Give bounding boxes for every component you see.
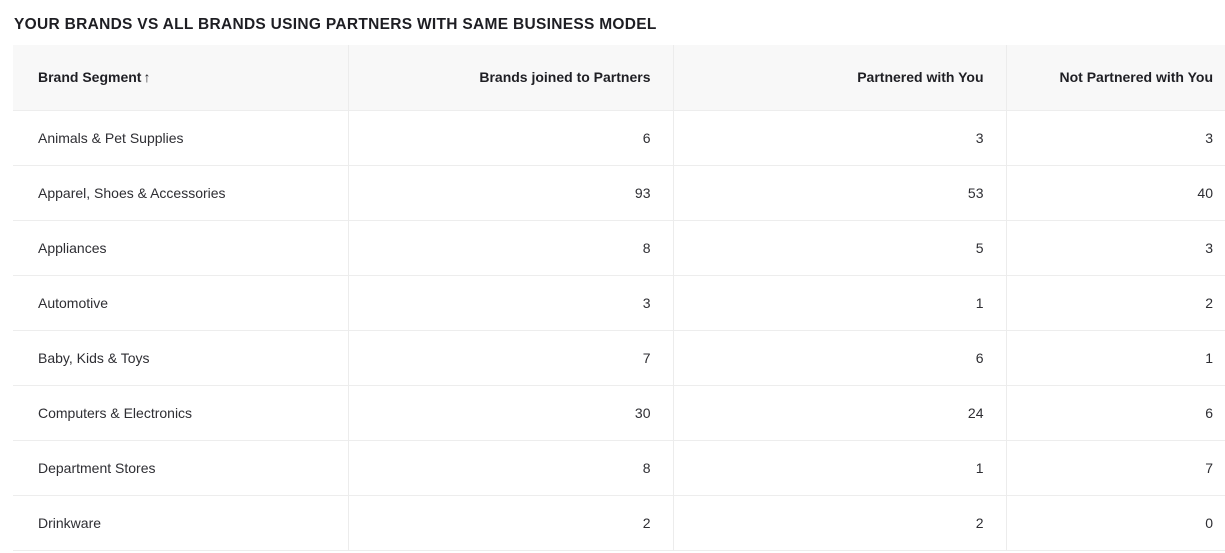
not-partnered-cell: 2 [1005, 274, 1225, 330]
table-row: Department Stores 8 1 7 [13, 439, 1225, 495]
header-row: Brand Segment ↑ Brands joined to Partners… [13, 45, 1225, 110]
segment-cell: Drinkware [13, 494, 348, 550]
not-partnered-cell: 6 [1005, 384, 1225, 440]
brands-joined-cell: 93 [347, 164, 673, 220]
table-row: Automotive 3 1 2 [13, 274, 1225, 330]
table-row: Drinkware 2 2 0 [13, 494, 1225, 550]
segment-cell: Apparel, Shoes & Accessories [13, 164, 348, 220]
not-partnered-cell: 40 [1005, 164, 1225, 220]
column-header-partnered-with-you[interactable]: Partnered with You [672, 45, 1006, 110]
table-header: Brand Segment ↑ Brands joined to Partners… [13, 45, 1225, 110]
column-header-brand-segment[interactable]: Brand Segment ↑ [13, 45, 348, 110]
not-partnered-cell: 1 [1005, 329, 1225, 385]
not-partnered-cell: 3 [1005, 219, 1225, 275]
not-partnered-cell: 7 [1005, 439, 1225, 495]
partnered-cell: 5 [672, 219, 1006, 275]
brands-joined-cell: 8 [347, 219, 673, 275]
column-label: Partnered with You [857, 69, 984, 86]
brands-joined-cell: 2 [347, 494, 673, 550]
not-partnered-cell: 3 [1005, 109, 1225, 165]
partnered-cell: 53 [672, 164, 1006, 220]
partnered-cell: 2 [672, 494, 1006, 550]
column-label: Brand Segment [38, 69, 142, 86]
column-header-brands-joined[interactable]: Brands joined to Partners [347, 45, 673, 110]
brands-joined-cell: 6 [347, 109, 673, 165]
column-label: Brands joined to Partners [479, 69, 651, 86]
table-row: Animals & Pet Supplies 6 3 3 [13, 109, 1225, 165]
partnered-cell: 1 [672, 274, 1006, 330]
not-partnered-cell: 0 [1005, 494, 1225, 550]
segment-cell: Baby, Kids & Toys [13, 329, 348, 385]
partnered-cell: 6 [672, 329, 1006, 385]
segment-cell: Department Stores [13, 439, 348, 495]
segment-cell: Animals & Pet Supplies [13, 109, 348, 165]
table-row: Computers & Electronics 30 24 6 [13, 384, 1225, 440]
column-header-not-partnered-with-you[interactable]: Not Partnered with You [1005, 45, 1225, 110]
brands-joined-cell: 3 [347, 274, 673, 330]
brands-joined-cell: 30 [347, 384, 673, 440]
segment-cell: Computers & Electronics [13, 384, 348, 440]
column-label: Not Partnered with You [1059, 69, 1214, 86]
table-body: Animals & Pet Supplies 6 3 3 Apparel, Sh… [13, 109, 1225, 550]
segment-cell: Automotive [13, 274, 348, 330]
segment-cell: Appliances [13, 219, 348, 275]
partnered-cell: 3 [672, 109, 1006, 165]
partnered-cell: 1 [672, 439, 1006, 495]
brands-comparison-table: Brand Segment ↑ Brands joined to Partners… [13, 45, 1225, 551]
table-row: Baby, Kids & Toys 7 6 1 [13, 329, 1225, 385]
brands-joined-cell: 8 [347, 439, 673, 495]
sort-ascending-icon: ↑ [143, 69, 151, 86]
table-row: Appliances 8 5 3 [13, 219, 1225, 275]
page-title: YOUR BRANDS VS ALL BRANDS USING PARTNERS… [14, 16, 657, 33]
partnered-cell: 24 [672, 384, 1006, 440]
brands-joined-cell: 7 [347, 329, 673, 385]
table-row: Apparel, Shoes & Accessories 93 53 40 [13, 164, 1225, 220]
